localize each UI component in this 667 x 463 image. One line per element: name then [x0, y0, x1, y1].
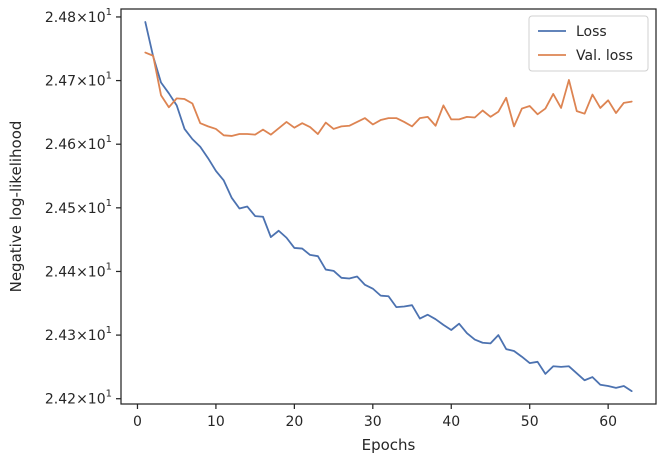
- y-tick-times: ×: [76, 10, 88, 26]
- y-tick-times: ×: [76, 201, 88, 217]
- plot-frame: [120, 8, 657, 405]
- y-tick-exponent: 1: [106, 261, 112, 272]
- y-tick-exponent: 1: [106, 134, 112, 145]
- y-tick-exponent: 1: [106, 7, 112, 18]
- x-tick-label: 30: [364, 414, 382, 430]
- y-tick-times: ×: [76, 328, 88, 344]
- y-tick-exponent: 1: [106, 71, 112, 82]
- y-tick-times: ×: [76, 264, 88, 280]
- legend-label: Val. loss: [576, 48, 633, 64]
- y-tick-mantissa: 2.45: [45, 201, 76, 217]
- legend-box: [528, 15, 649, 72]
- y-tick-times: ×: [76, 137, 88, 153]
- y-tick-label: 2.42×101: [45, 389, 112, 408]
- y-tick-exponent: 1: [106, 325, 112, 336]
- x-tick-label: 40: [442, 414, 460, 430]
- y-tick-mantissa: 2.48: [45, 10, 76, 26]
- y-tick-label: 2.46×101: [45, 134, 112, 153]
- legend: Loss Val. loss: [528, 15, 649, 72]
- x-tick-label: 50: [521, 414, 539, 430]
- y-tick-times: ×: [76, 74, 88, 90]
- x-axis-label: Epochs: [362, 436, 416, 454]
- y-tick-base: 10: [88, 264, 106, 280]
- y-tick-label: 2.48×101: [45, 7, 112, 26]
- y-tick-base: 10: [88, 392, 106, 408]
- legend-label: Loss: [576, 24, 607, 40]
- x-tick-label: 10: [207, 414, 225, 430]
- y-tick-label: 2.43×101: [45, 325, 112, 344]
- y-tick-mantissa: 2.47: [45, 74, 76, 90]
- y-axis-label: Negative log-likelihood: [7, 121, 25, 293]
- y-tick-mantissa: 2.42: [45, 392, 76, 408]
- x-tick-label: 60: [599, 414, 617, 430]
- y-tick-label: 2.45×101: [45, 198, 112, 217]
- y-tick-label: 2.44×101: [45, 261, 112, 280]
- y-axis: 2.42×1012.43×1012.44×1012.45×1012.46×101…: [45, 7, 121, 408]
- series-line-val-loss: [144, 51, 633, 137]
- y-tick-mantissa: 2.46: [45, 137, 76, 153]
- x-tick-label: 20: [285, 414, 303, 430]
- series-line-loss: [144, 21, 633, 392]
- y-tick-mantissa: 2.44: [45, 264, 76, 280]
- y-tick-base: 10: [88, 137, 106, 153]
- y-tick-exponent: 1: [106, 389, 112, 400]
- y-tick-base: 10: [88, 201, 106, 217]
- y-tick-base: 10: [88, 328, 106, 344]
- y-tick-times: ×: [76, 392, 88, 408]
- x-tick-label: 0: [133, 414, 142, 430]
- y-tick-exponent: 1: [106, 198, 112, 209]
- y-tick-mantissa: 2.43: [45, 328, 76, 344]
- x-axis: 0 10 20 30 40 50 60: [133, 404, 617, 430]
- y-tick-label: 2.47×101: [45, 71, 112, 90]
- plot-layer: [144, 21, 633, 392]
- y-tick-base: 10: [88, 74, 106, 90]
- y-tick-base: 10: [88, 10, 106, 26]
